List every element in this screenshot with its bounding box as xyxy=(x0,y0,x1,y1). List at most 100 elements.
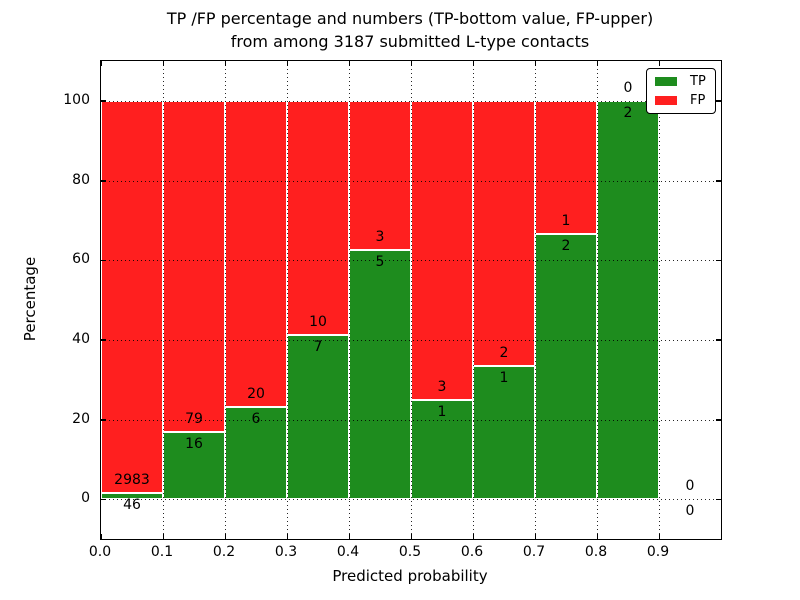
x-tick-mark-bottom xyxy=(472,534,474,539)
tp-count-label: 5 xyxy=(375,254,385,271)
tp-count-label: 46 xyxy=(123,497,141,514)
gridline-vertical xyxy=(225,61,226,539)
fp-count-label: 3 xyxy=(437,378,447,395)
x-tick-mark-top xyxy=(534,61,536,66)
fp-count-label: 0 xyxy=(623,79,633,96)
x-tick-label: 0.3 xyxy=(274,544,298,560)
x-tick-mark-bottom xyxy=(658,534,660,539)
gridline-vertical xyxy=(411,61,412,539)
tp-count-label: 0 xyxy=(685,503,695,520)
y-tick-label: 60 xyxy=(72,251,90,268)
tp-count-label: 2 xyxy=(561,237,571,254)
legend-label: FP xyxy=(690,93,706,108)
y-axis-label: Percentage xyxy=(21,256,39,342)
x-tick-mark-bottom xyxy=(100,534,102,539)
tp-count-label: 1 xyxy=(437,403,447,420)
x-tick-label: 0.9 xyxy=(646,544,670,560)
x-tick-label: 0.7 xyxy=(522,544,546,560)
y-tick-label: 80 xyxy=(72,171,90,188)
x-tick-mark-top xyxy=(596,61,598,66)
y-tick-mark-right xyxy=(716,339,721,341)
bar-segment-fp xyxy=(473,100,535,367)
bar-segment-fp xyxy=(101,100,163,494)
legend-label: TP xyxy=(690,74,706,89)
x-tick-mark-top xyxy=(472,61,474,66)
y-tick-label: 40 xyxy=(72,330,90,347)
bar-segment-tp xyxy=(597,100,659,500)
bar-segment-tp xyxy=(349,250,411,500)
bar-segment-tp xyxy=(101,493,163,500)
bar-segment-fp xyxy=(349,100,411,251)
gridline-vertical xyxy=(597,61,598,539)
x-tick-mark-top xyxy=(658,61,660,66)
fp-count-label: 20 xyxy=(247,386,265,403)
x-tick-mark-bottom xyxy=(162,534,164,539)
tp-count-label: 16 xyxy=(185,436,203,453)
x-tick-mark-bottom xyxy=(348,534,350,539)
x-tick-mark-bottom xyxy=(534,534,536,539)
bar-segment-tp xyxy=(163,432,225,500)
y-tick-label: 20 xyxy=(72,410,90,427)
x-tick-label: 0.5 xyxy=(398,544,422,560)
y-tick-mark-left xyxy=(101,180,106,182)
y-tick-mark-right xyxy=(716,259,721,262)
x-tick-label: 0.0 xyxy=(88,544,112,560)
x-tick-label: 0.4 xyxy=(336,544,360,560)
x-tick-label: 0.2 xyxy=(212,544,236,560)
x-tick-mark-bottom xyxy=(224,534,226,539)
fp-count-label: 79 xyxy=(185,411,203,428)
x-tick-mark-bottom xyxy=(596,534,598,539)
fp-swatch-icon xyxy=(655,96,677,105)
chart-title-line2: from among 3187 submitted L-type contact… xyxy=(230,32,590,51)
legend-item-fp: FP xyxy=(655,94,706,107)
x-tick-mark-top xyxy=(224,61,226,66)
bar-segment-tp xyxy=(411,399,473,500)
x-tick-mark-top xyxy=(348,61,350,66)
y-tick-mark-right xyxy=(716,419,721,421)
bar-segment-tp xyxy=(535,233,597,500)
legend-item-tp: TP xyxy=(655,75,706,88)
tp-count-label: 2 xyxy=(623,104,633,121)
x-tick-mark-top xyxy=(410,61,412,66)
tp-swatch-icon xyxy=(655,77,677,86)
fp-count-label: 1 xyxy=(561,212,571,229)
x-tick-label: 0.1 xyxy=(150,544,174,560)
y-tick-mark-left xyxy=(101,259,106,262)
bar-segment-fp xyxy=(225,100,287,408)
gridline-vertical xyxy=(535,61,536,539)
fp-count-label: 2983 xyxy=(114,472,150,489)
y-tick-mark-left xyxy=(101,339,106,341)
fp-count-label: 2 xyxy=(499,345,509,362)
bar-segment-tp xyxy=(287,335,349,500)
gridline-vertical xyxy=(163,61,164,539)
gridline-vertical xyxy=(659,61,660,539)
tp-count-label: 6 xyxy=(251,411,261,428)
x-tick-mark-bottom xyxy=(410,534,412,539)
x-tick-mark-top xyxy=(162,61,164,66)
bar-segment-fp xyxy=(411,100,473,400)
y-tick-label: 0 xyxy=(81,490,90,507)
y-tick-label: 100 xyxy=(63,91,90,108)
y-tick-mark-left xyxy=(101,100,106,102)
bar-segment-fp xyxy=(287,100,349,336)
chart-title-line1: TP /FP percentage and numbers (TP-bottom… xyxy=(166,9,654,28)
y-tick-mark-left xyxy=(101,498,106,501)
y-tick-mark-right xyxy=(716,100,721,102)
x-tick-label: 0.8 xyxy=(584,544,608,560)
fp-count-label: 3 xyxy=(375,229,385,246)
fp-count-label: 10 xyxy=(309,314,327,331)
plot-area: TP FP 2983 46 79 16 20 6 10 7 3 5 3 1 2 1 1 2 0 2 0 0 xyxy=(100,60,722,540)
x-tick-mark-top xyxy=(100,61,102,66)
x-tick-mark-top xyxy=(286,61,288,66)
tp-count-label: 7 xyxy=(313,339,323,356)
bar-segment-fp xyxy=(163,100,225,433)
gridline-vertical xyxy=(287,61,288,539)
x-tick-mark-bottom xyxy=(286,534,288,539)
legend: TP FP xyxy=(646,68,716,114)
y-tick-mark-right xyxy=(716,498,721,501)
x-axis-label: Predicted probability xyxy=(332,567,488,585)
gridline-vertical xyxy=(473,61,474,539)
gridline-vertical xyxy=(349,61,350,539)
tp-count-label: 1 xyxy=(499,370,509,387)
